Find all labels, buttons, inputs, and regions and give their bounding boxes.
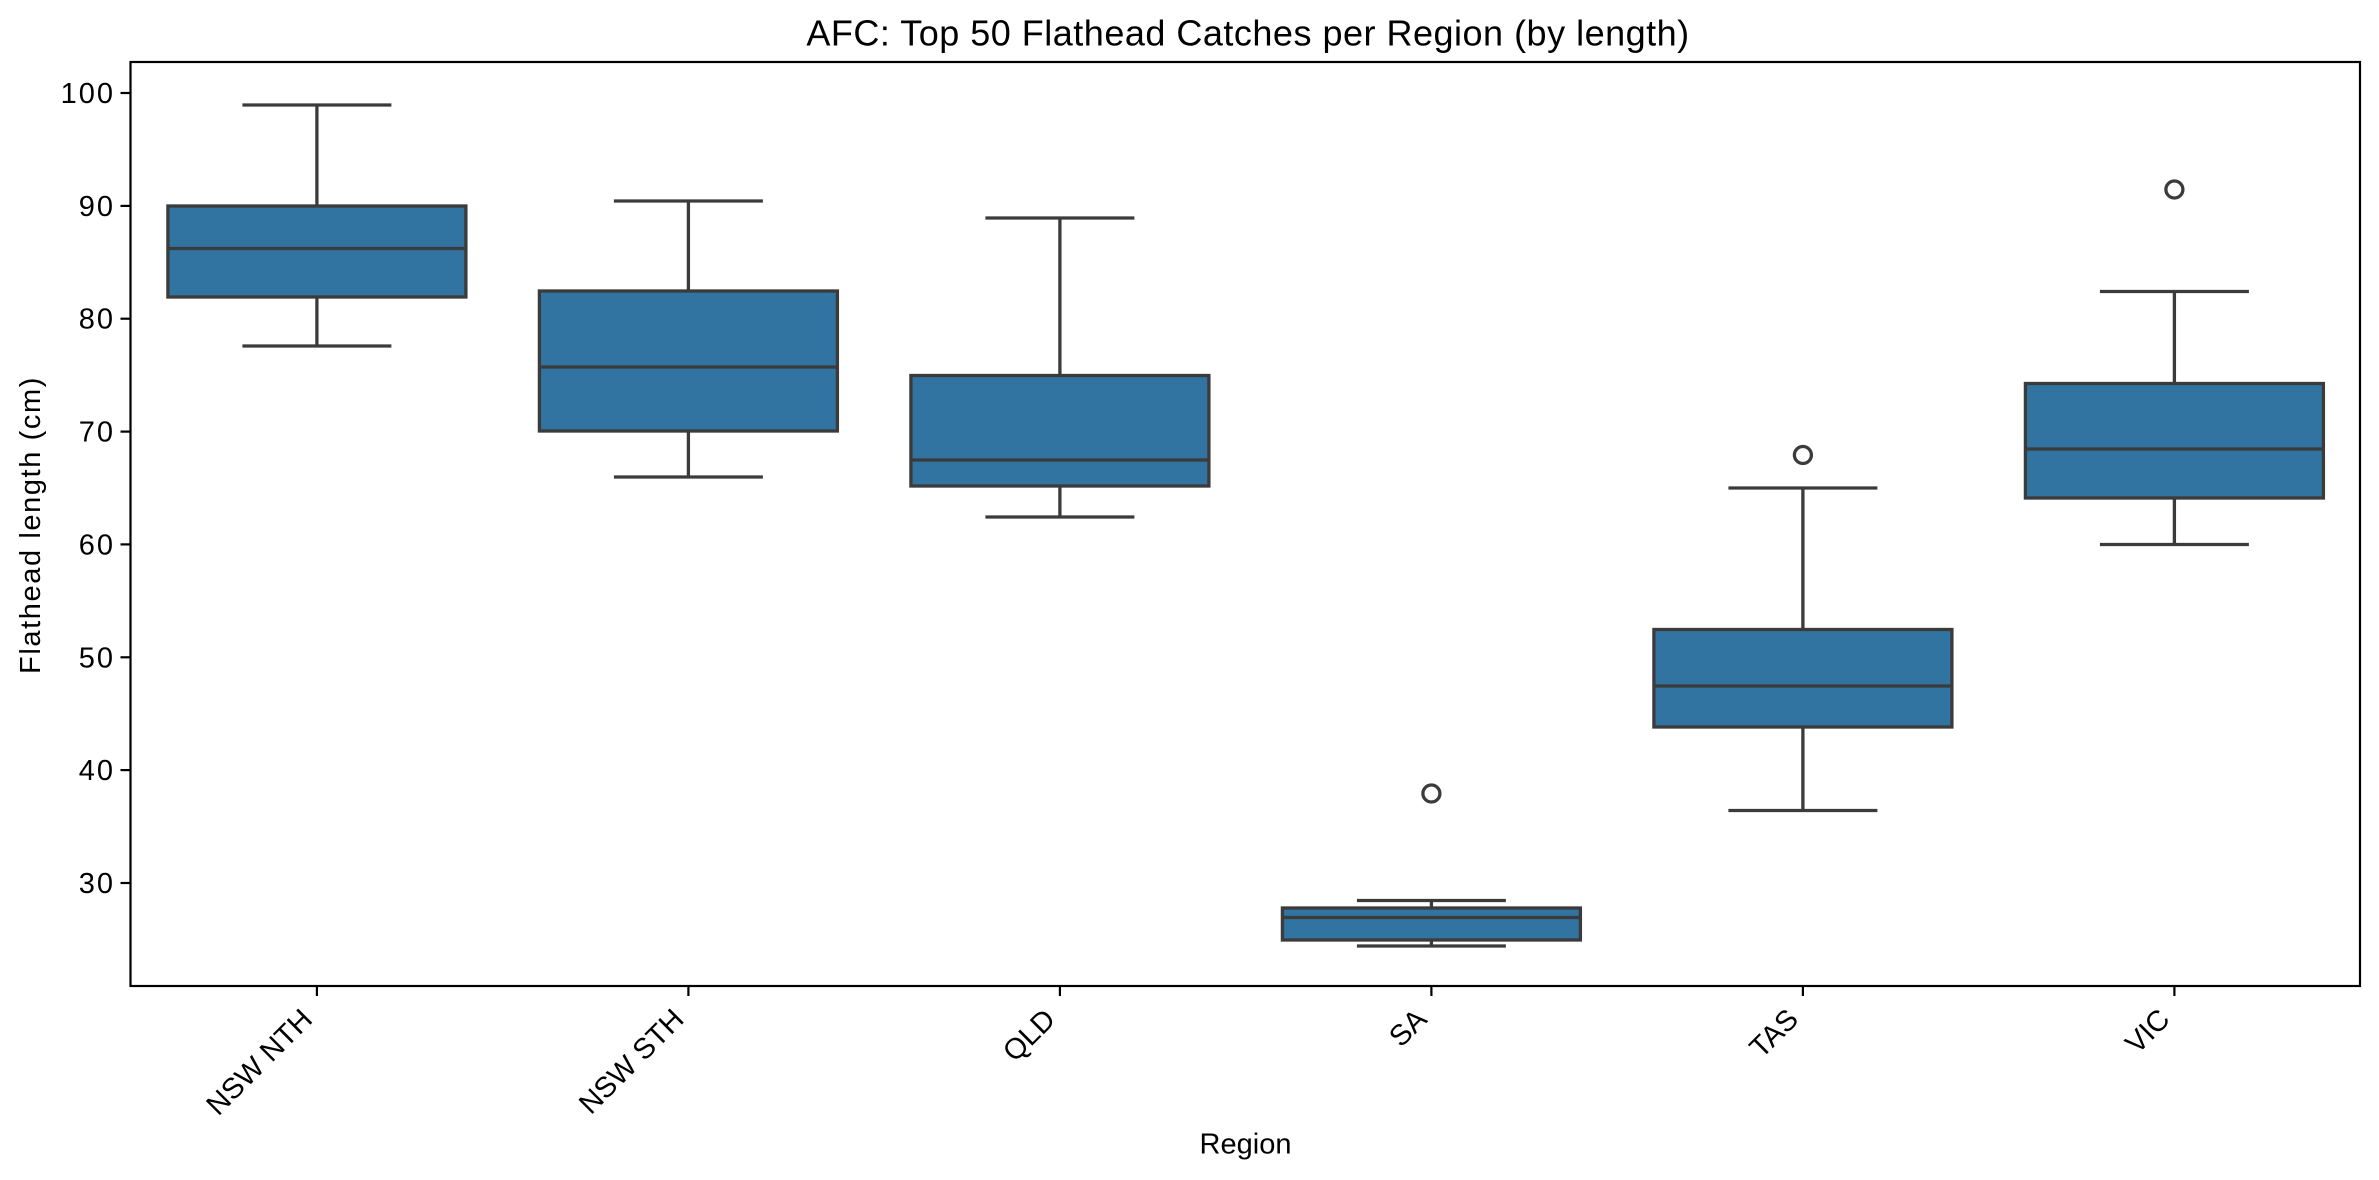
svg-text:90: 90 xyxy=(79,191,115,223)
svg-text:80: 80 xyxy=(79,304,115,336)
svg-text:70: 70 xyxy=(79,417,115,449)
svg-text:60: 60 xyxy=(79,529,115,561)
svg-text:AFC: Top 50 Flathead Catches p: AFC: Top 50 Flathead Catches per Region … xyxy=(806,13,1689,54)
svg-text:NSW STH: NSW STH xyxy=(573,1003,690,1120)
svg-text:SA: SA xyxy=(1383,1003,1433,1053)
svg-text:Flathead length (cm): Flathead length (cm) xyxy=(15,376,47,674)
svg-text:40: 40 xyxy=(79,755,115,787)
svg-text:50: 50 xyxy=(79,642,115,674)
svg-text:30: 30 xyxy=(79,868,115,900)
svg-text:Region: Region xyxy=(1200,1129,1292,1161)
svg-text:TAS: TAS xyxy=(1744,1003,1805,1064)
svg-text:100: 100 xyxy=(61,78,115,110)
svg-text:VIC: VIC xyxy=(2120,1003,2177,1060)
svg-text:QLD: QLD xyxy=(997,1003,1062,1068)
svg-text:NSW NTH: NSW NTH xyxy=(201,1003,319,1121)
